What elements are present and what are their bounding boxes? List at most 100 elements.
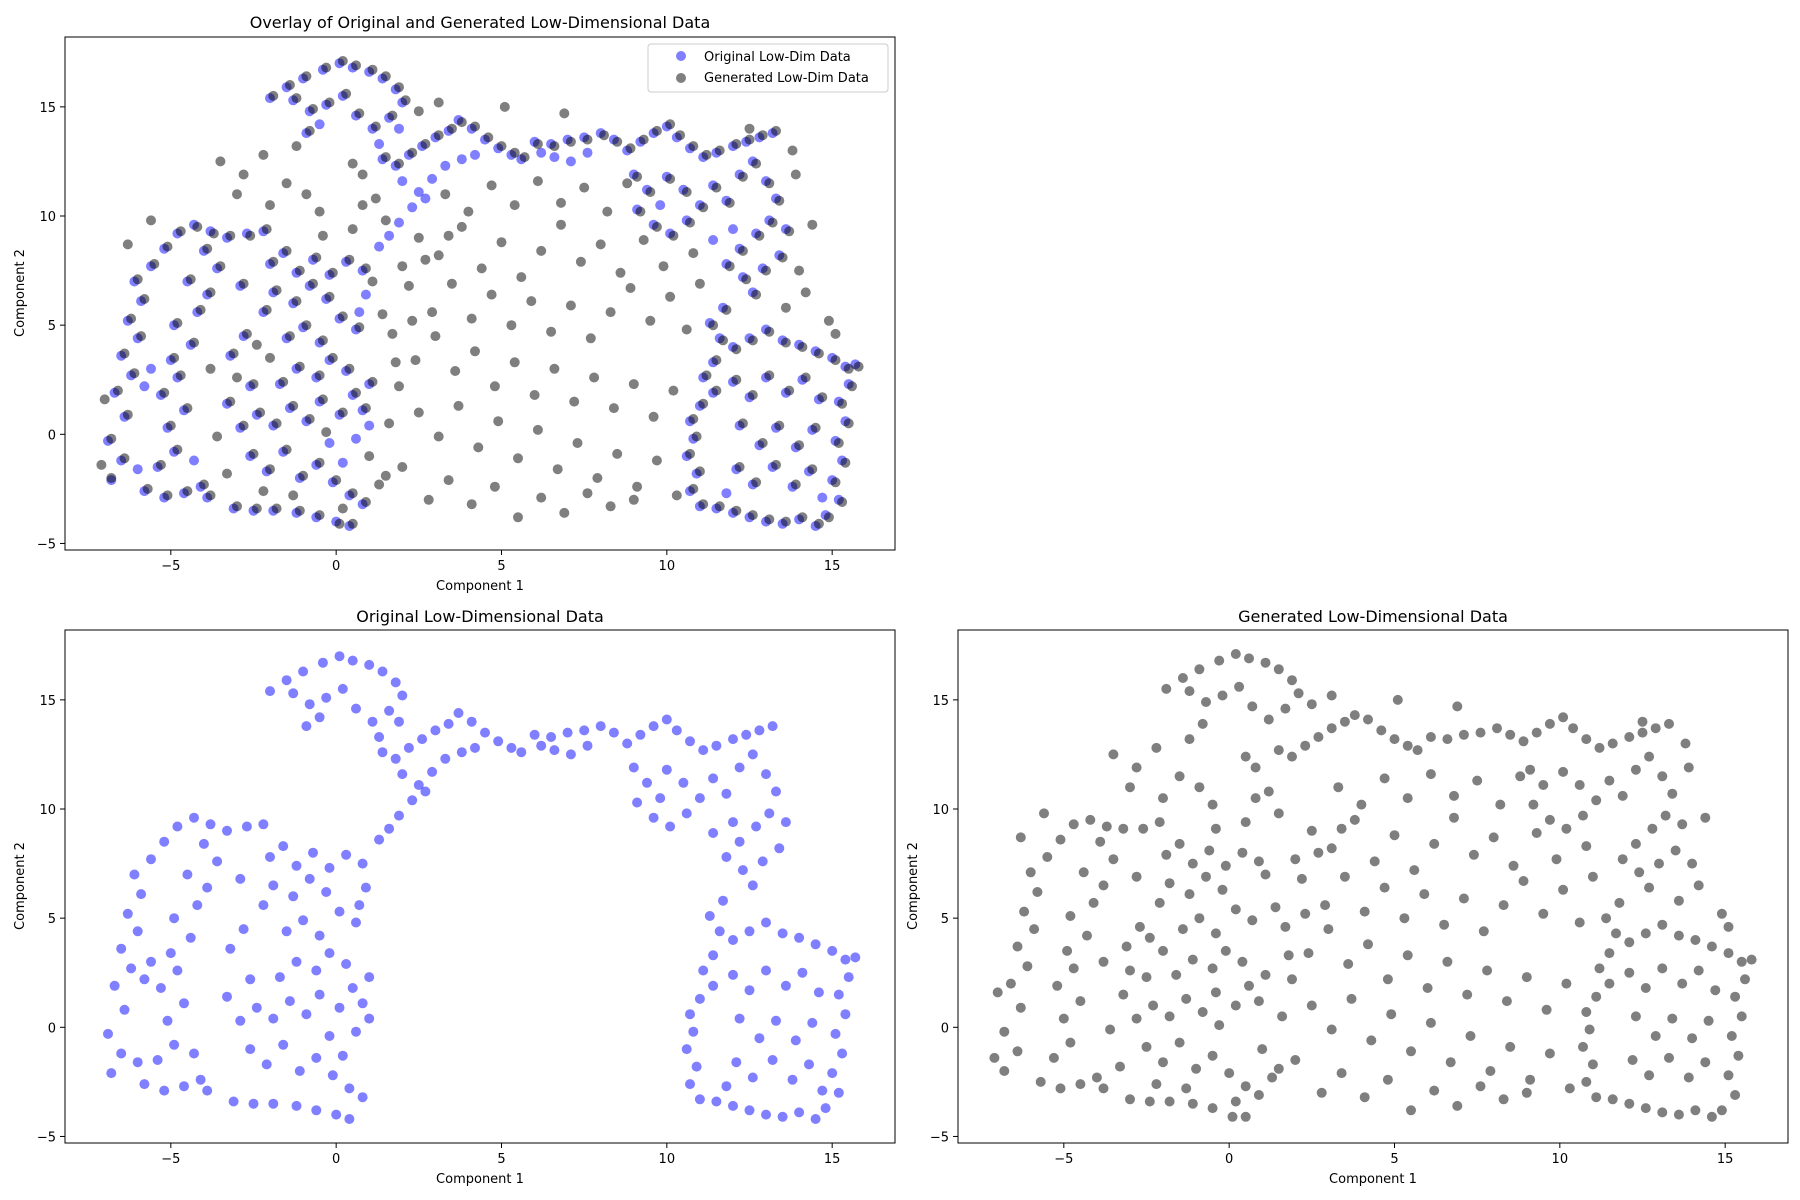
data-point-generated bbox=[1667, 1013, 1678, 1024]
data-point-generated bbox=[149, 259, 160, 269]
data-point-generated bbox=[1544, 1048, 1555, 1059]
data-point-generated bbox=[126, 313, 137, 324]
data-point-generated bbox=[182, 403, 193, 414]
data-point-generated bbox=[1052, 980, 1063, 991]
data-point-generated bbox=[400, 95, 411, 106]
data-point-generated bbox=[380, 71, 391, 82]
data-point-generated bbox=[513, 453, 523, 464]
data-point-original bbox=[456, 154, 467, 165]
data-point-original bbox=[771, 1015, 781, 1026]
data-point-generated bbox=[265, 200, 275, 211]
data-point-generated bbox=[1273, 664, 1284, 675]
y-tick-label: 5 bbox=[48, 319, 56, 334]
data-point-generated bbox=[764, 326, 775, 337]
data-point-generated bbox=[807, 464, 818, 475]
data-point-generated bbox=[1174, 838, 1185, 849]
data-point-generated bbox=[205, 363, 216, 374]
data-point-generated bbox=[668, 385, 679, 396]
data-point-generated bbox=[1614, 897, 1625, 908]
data-point-generated bbox=[790, 479, 801, 490]
data-point-generated bbox=[1161, 849, 1172, 860]
data-point-generated bbox=[1607, 1094, 1618, 1105]
data-point-generated bbox=[410, 355, 421, 366]
y-axis-label: Component 2 bbox=[13, 842, 28, 930]
data-point-original bbox=[261, 1059, 272, 1070]
data-point-generated bbox=[198, 479, 209, 490]
data-point-generated bbox=[741, 274, 752, 285]
data-point-generated bbox=[1578, 810, 1588, 821]
data-point-generated bbox=[294, 265, 305, 276]
data-point-original bbox=[790, 1035, 801, 1046]
data-point-original bbox=[351, 433, 361, 444]
data-point-generated bbox=[354, 322, 365, 333]
data-point-generated bbox=[278, 376, 289, 387]
data-point-original bbox=[694, 1094, 705, 1105]
y-tick-label: 10 bbox=[932, 803, 949, 818]
data-point-generated bbox=[1263, 714, 1274, 725]
data-point-generated bbox=[334, 518, 345, 529]
data-point-generated bbox=[1210, 987, 1221, 998]
data-point-generated bbox=[1306, 699, 1317, 710]
data-point-generated bbox=[519, 152, 530, 163]
data-point-generated bbox=[1118, 989, 1129, 1000]
data-point-generated bbox=[1078, 867, 1089, 878]
data-point-original bbox=[721, 1081, 732, 1092]
data-point-generated bbox=[1154, 897, 1165, 908]
data-point-original bbox=[827, 1068, 838, 1079]
data-point-generated bbox=[470, 121, 480, 132]
data-point-original bbox=[351, 1026, 361, 1037]
data-point-generated bbox=[780, 302, 791, 313]
data-point-original bbox=[632, 797, 643, 808]
data-point-generated bbox=[843, 418, 854, 429]
data-point-generated bbox=[1673, 1109, 1684, 1120]
data-point-generated bbox=[1716, 1105, 1727, 1116]
data-point-generated bbox=[248, 448, 259, 459]
data-point-generated bbox=[119, 453, 130, 464]
data-point-generated bbox=[473, 442, 484, 453]
data-point-original bbox=[728, 935, 738, 945]
data-point-generated bbox=[1131, 1013, 1142, 1024]
data-point-original bbox=[529, 729, 540, 740]
data-point-generated bbox=[1458, 729, 1469, 740]
data-point-generated bbox=[1680, 738, 1691, 749]
data-point-generated bbox=[784, 226, 795, 237]
data-point-generated bbox=[1607, 738, 1618, 749]
data-point-generated bbox=[559, 108, 570, 119]
data-point-generated bbox=[1210, 928, 1221, 939]
data-point-original bbox=[347, 655, 358, 666]
y-tick-label: 15 bbox=[39, 101, 56, 116]
data-point-generated bbox=[1369, 856, 1380, 867]
data-point-generated bbox=[271, 503, 282, 514]
data-point-generated bbox=[1604, 948, 1615, 959]
data-point-generated bbox=[1098, 1083, 1109, 1094]
data-point-generated bbox=[1637, 716, 1648, 727]
data-point-generated bbox=[1273, 1063, 1284, 1074]
data-point-generated bbox=[1389, 734, 1400, 745]
data-point-generated bbox=[1723, 948, 1734, 959]
data-point-generated bbox=[1164, 1011, 1175, 1022]
data-point-generated bbox=[1082, 930, 1092, 941]
data-point-original bbox=[185, 932, 196, 943]
data-point-original bbox=[708, 828, 719, 838]
data-point-generated bbox=[1518, 736, 1529, 747]
data-point-generated bbox=[1273, 745, 1284, 756]
data-point-generated bbox=[327, 267, 338, 278]
data-point-generated bbox=[1158, 945, 1168, 956]
data-point-generated bbox=[536, 492, 547, 503]
data-point-generated bbox=[304, 414, 315, 424]
data-point-generated bbox=[1048, 1052, 1059, 1063]
data-point-generated bbox=[1260, 869, 1271, 880]
data-point-generated bbox=[797, 512, 808, 523]
chart-title: Original Low-Dimensional Data bbox=[356, 607, 604, 626]
data-point-generated bbox=[1630, 764, 1641, 775]
data-point-generated bbox=[1015, 832, 1026, 843]
data-point-generated bbox=[658, 261, 669, 272]
data-point-original bbox=[516, 747, 527, 758]
data-point-generated bbox=[1736, 956, 1747, 967]
data-point-original bbox=[549, 152, 560, 163]
data-point-generated bbox=[559, 507, 570, 518]
data-point-generated bbox=[1068, 819, 1079, 830]
data-point-generated bbox=[1356, 799, 1367, 810]
data-point-generated bbox=[380, 215, 391, 226]
data-point-generated bbox=[291, 296, 302, 307]
